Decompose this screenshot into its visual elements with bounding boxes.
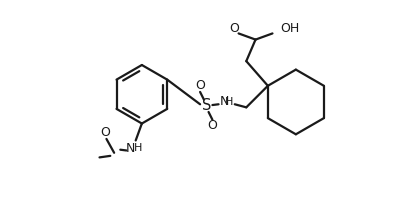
Text: O: O <box>100 126 110 139</box>
Text: O: O <box>229 22 239 35</box>
Text: S: S <box>202 98 211 113</box>
Text: N: N <box>126 142 135 155</box>
Text: OH: OH <box>280 22 300 35</box>
Text: O: O <box>208 119 217 132</box>
Text: H: H <box>225 97 234 107</box>
Text: H: H <box>134 143 142 153</box>
Text: O: O <box>195 79 205 92</box>
Text: N: N <box>220 95 230 108</box>
